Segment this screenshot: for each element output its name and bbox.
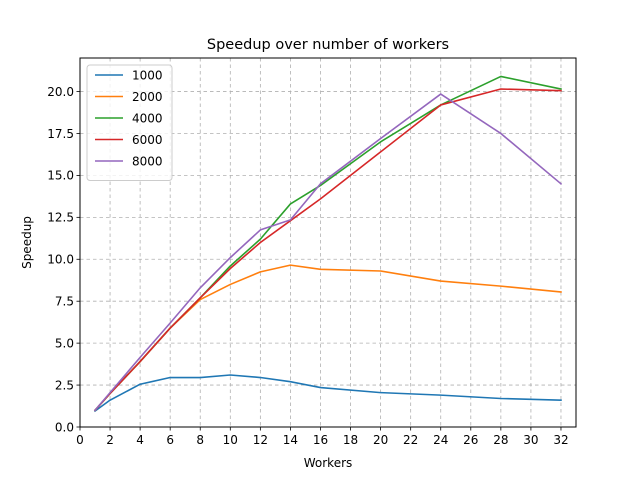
x-tick-label: 18: [343, 433, 358, 447]
y-tick-label: 7.5: [55, 295, 74, 309]
series-line-6000: [93, 88, 562, 412]
legend-label-8000: 8000: [132, 154, 163, 168]
series-line-1000: [93, 374, 562, 413]
x-tick-label: 4: [136, 433, 144, 447]
y-tick-label: 17.5: [47, 127, 74, 141]
x-tick-label: 14: [283, 433, 298, 447]
y-axis-label: Speedup: [20, 216, 34, 269]
series-layer: [93, 75, 563, 413]
series-line-8000: [93, 93, 563, 412]
x-tick-label: 28: [493, 433, 508, 447]
legend-label-2000: 2000: [132, 90, 163, 104]
x-tick-label: 22: [403, 433, 418, 447]
legend-label-6000: 6000: [132, 133, 163, 147]
x-tick-label: 2: [106, 433, 114, 447]
y-tick-label: 20.0: [47, 85, 74, 99]
y-axis-ticks: 0.0 2.5 5.0 7.5 10.0 12.5 15.0 17.5 20.0: [47, 85, 80, 434]
plot-frame: [79, 57, 577, 428]
x-tick-label: 30: [523, 433, 538, 447]
x-tick-label: 24: [433, 433, 448, 447]
y-tick-label: 2.5: [55, 378, 74, 392]
x-tick-label: 0: [76, 433, 84, 447]
legend-label-4000: 4000: [132, 111, 163, 125]
chart-title: Speedup over number of workers: [207, 37, 449, 53]
legend-label-1000: 1000: [132, 68, 163, 82]
x-tick-label: 20: [373, 433, 388, 447]
y-tick-label: 5.0: [55, 336, 74, 350]
legend: 1000 2000 4000 6000 8000: [86, 64, 173, 181]
x-tick-label: 32: [553, 433, 568, 447]
x-tick-label: 6: [166, 433, 174, 447]
y-tick-label: 15.0: [47, 169, 74, 183]
x-axis-ticks: 0 2 4 6 8 10 12 14 16 18 20 22 24 26 28 30 32: [76, 427, 569, 447]
x-tick-label: 10: [223, 433, 238, 447]
x-tick-label: 8: [196, 433, 204, 447]
y-tick-label: 0.0: [55, 420, 74, 434]
x-tick-label: 12: [253, 433, 268, 447]
x-tick-label: 16: [313, 433, 328, 447]
legend-box: [86, 64, 173, 181]
y-tick-label: 12.5: [47, 211, 74, 225]
y-tick-label: 10.0: [47, 253, 74, 267]
x-axis-label: Workers: [304, 456, 353, 470]
x-tick-label: 26: [463, 433, 478, 447]
